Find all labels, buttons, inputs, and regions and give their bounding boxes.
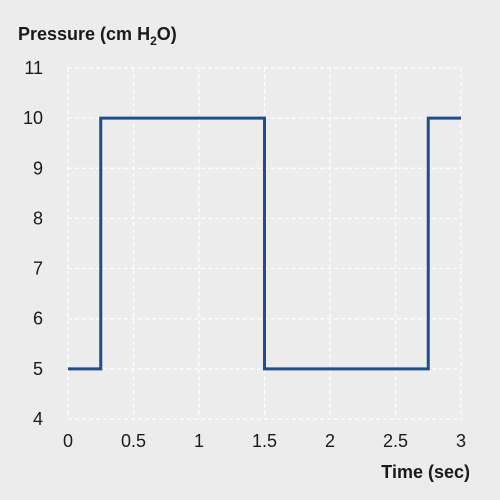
y-tick-label: 11 (24, 58, 43, 78)
y-tick-label: 10 (23, 108, 43, 128)
x-tick-label: 1.5 (252, 431, 277, 451)
y-tick-label: 4 (33, 409, 43, 429)
x-tick-label: 0 (63, 431, 73, 451)
y-tick-label: 7 (33, 259, 43, 279)
y-tick-label: 5 (33, 359, 43, 379)
y-axis-title: Pressure (cm H2O) (18, 24, 177, 48)
x-tick-labels: 0 0.5 1 1.5 2 2.5 3 (63, 431, 466, 451)
y-tick-label: 8 (33, 208, 43, 228)
x-tick-label: 2 (325, 431, 335, 451)
x-tick-label: 3 (456, 431, 466, 451)
y-tick-label: 6 (33, 309, 43, 329)
x-tick-label: 0.5 (121, 431, 146, 451)
x-tick-label: 1 (194, 431, 204, 451)
series-layer (68, 116, 461, 371)
y-tick-labels: 4 5 6 7 8 9 10 11 (23, 58, 43, 429)
x-axis-title: Time (sec) (381, 462, 470, 482)
x-tick-label: 2.5 (383, 431, 408, 451)
y-tick-label: 9 (33, 158, 43, 178)
pressure-series-line (68, 116, 461, 371)
